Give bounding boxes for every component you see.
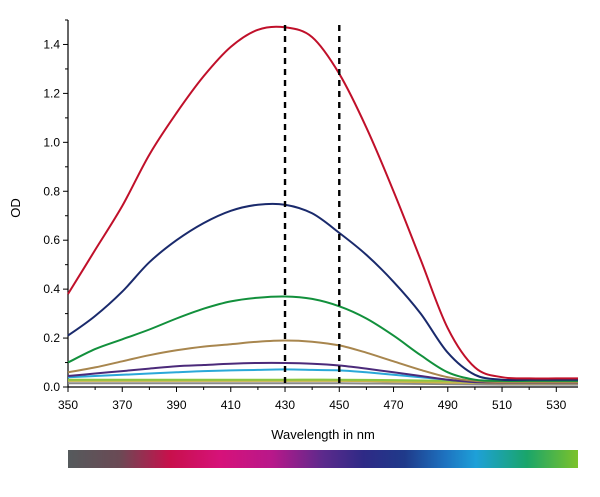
x-tick-label: 510 — [492, 398, 512, 412]
y-tick-label: 1.4 — [43, 37, 60, 51]
plot-area: 0.0 0.2 0.4 0.6 0.8 1.0 1.2 1.4 350 370 390 410 430 4… — [43, 19, 578, 412]
y-tick-label: 0.8 — [43, 184, 60, 198]
color-spectrum-bar — [68, 450, 578, 468]
y-tick-label: 1.2 — [43, 86, 60, 100]
x-tick-label: 350 — [58, 398, 78, 412]
y-tick-label: 0.6 — [43, 233, 60, 247]
y-axis-label: OD — [8, 198, 23, 218]
x-tick-label: 450 — [329, 398, 349, 412]
y-tick-label: 0.2 — [43, 331, 60, 345]
x-tick-label: 470 — [384, 398, 404, 412]
series-line — [67, 382, 578, 386]
series-line — [67, 339, 578, 384]
x-axis-label: Wavelength in nm — [271, 427, 375, 442]
x-tick-label: 370 — [112, 398, 132, 412]
y-tick-label: 0.0 — [43, 380, 60, 394]
x-tick-label: 390 — [166, 398, 186, 412]
x-tick-label: 530 — [546, 398, 566, 412]
x-tick-label: 410 — [221, 398, 241, 412]
y-tick-label: 1.0 — [43, 135, 60, 149]
x-tick-label: 490 — [438, 398, 458, 412]
series-line — [67, 202, 578, 382]
series-line — [67, 295, 578, 382]
series-line — [67, 25, 578, 380]
x-tick-label: 430 — [275, 398, 295, 412]
y-tick-label: 0.4 — [43, 282, 60, 296]
